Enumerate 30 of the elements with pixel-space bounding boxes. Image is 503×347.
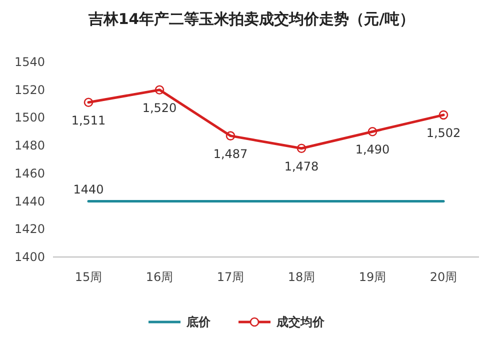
point	[154, 85, 164, 95]
data-label: 1,502	[426, 126, 461, 140]
data-label: 1440	[73, 182, 104, 196]
y-tick-label: 1520	[14, 82, 45, 97]
point	[296, 144, 306, 154]
y-tick-label: 1500	[14, 110, 45, 125]
point	[368, 126, 378, 136]
legend-label: 底价	[186, 315, 212, 329]
data-label: 1,487	[213, 146, 248, 161]
chart-title: 吉林14年产二等玉米拍卖成交均价走势（元/吨）	[87, 10, 415, 28]
point	[438, 110, 448, 120]
x-tick-label: 18周	[288, 270, 316, 284]
x-tick-label: 20周	[430, 270, 458, 284]
y-tick-label: 1540	[14, 55, 45, 69]
point	[84, 98, 94, 108]
data-label: 1,490	[355, 142, 390, 157]
data-label: 1,520	[142, 100, 177, 115]
legend-label: 成交均价	[276, 315, 326, 329]
x-tick-label: 16周	[146, 270, 174, 284]
x-tick-label: 17周	[216, 270, 244, 284]
data-label: 1,511	[71, 113, 106, 128]
y-tick-label: 1460	[14, 166, 45, 180]
y-tick-label: 1420	[14, 222, 45, 236]
y-tick-label: 1440	[14, 194, 45, 208]
x-tick-label: 19周	[358, 270, 386, 284]
x-tick-label: 15周	[74, 270, 102, 284]
data-label: 1,478	[284, 159, 319, 174]
y-tick-label: 1400	[14, 250, 45, 264]
y-tick-label: 1480	[14, 138, 45, 153]
point	[226, 131, 236, 140]
